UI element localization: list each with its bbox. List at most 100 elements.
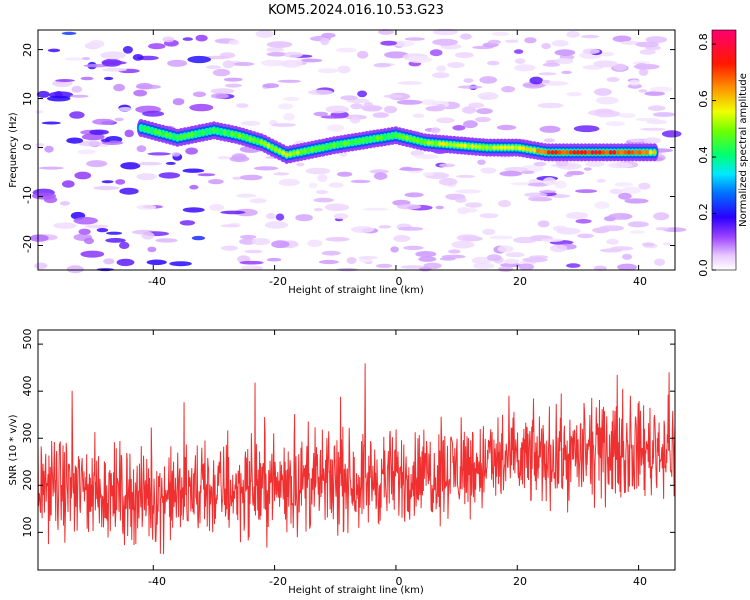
noise-blob [561, 70, 572, 75]
ridge-segment [445, 141, 449, 147]
bottom-ytick-label: 500 [21, 329, 34, 350]
noise-blob [608, 213, 633, 220]
noise-blob [543, 138, 555, 143]
noise-blob [317, 174, 328, 183]
noise-blob [236, 193, 256, 198]
noise-blob [439, 163, 455, 168]
noise-blob [412, 113, 425, 118]
top-ytick-label: 10 [21, 92, 34, 106]
ridge-segment [419, 139, 424, 144]
noise-blob [83, 237, 95, 245]
noise-blob [346, 257, 357, 264]
ridge-segment [641, 150, 646, 155]
noise-blob [487, 39, 501, 45]
noise-blob [266, 212, 276, 220]
ridge-segment [281, 150, 285, 156]
noise-blob [500, 262, 522, 268]
ridge-segment [252, 137, 256, 143]
noise-blob [327, 124, 345, 132]
noise-blob [504, 258, 520, 265]
noise-blob [496, 124, 517, 131]
noise-blob [418, 267, 432, 272]
ridge-segment [172, 134, 176, 140]
ridge-segment [324, 144, 329, 150]
ridge-segment [364, 137, 369, 143]
noise-blob [539, 125, 561, 133]
noise-blob [594, 201, 610, 209]
ridge-segment [601, 150, 606, 155]
ridge-segment [306, 148, 311, 153]
noise-blob [583, 167, 592, 171]
ridge-segment [568, 150, 573, 155]
noise-blob [378, 225, 392, 229]
noise-blob [541, 79, 551, 84]
ridge-segment [423, 140, 427, 145]
top-xlabel: Height of straight line (km) [288, 285, 424, 296]
noise-blob [499, 170, 523, 177]
ridge-segment [182, 133, 187, 139]
noise-blob [38, 166, 64, 170]
bottom-xtick-label: 0 [396, 575, 403, 588]
noise-blob [295, 214, 313, 222]
ridge-segment [368, 137, 373, 142]
noise-blob [564, 173, 573, 177]
top-ytick-label: -10 [21, 186, 34, 204]
ridge-segment [139, 125, 144, 131]
noise-blob [102, 67, 127, 72]
top-ytick-label: 20 [21, 43, 34, 57]
noise-blob [622, 253, 632, 260]
noise-blob [73, 216, 98, 225]
ridge-segment [270, 145, 275, 151]
bottom-ylabel: SNR (10 * v/v) [8, 414, 19, 485]
ridge-segment [190, 132, 195, 138]
top-ytick-label: 0 [21, 144, 34, 151]
ridge-segment [546, 150, 551, 155]
ridge-segment [608, 150, 613, 155]
ridge-segment [434, 141, 438, 146]
noise-blob [383, 105, 398, 114]
noise-blob [414, 154, 439, 160]
ridge-segment [197, 130, 202, 136]
noise-blob [93, 185, 120, 191]
noise-blob [43, 196, 58, 204]
ridge-segment [452, 142, 457, 148]
ridge-segment [150, 128, 155, 134]
ridge-segment [448, 142, 453, 148]
noise-blob [642, 242, 655, 247]
ridge-segment [146, 127, 151, 133]
noise-blob [171, 152, 181, 157]
noise-blob [397, 81, 422, 85]
ridge-segment [226, 130, 231, 136]
noise-blob [555, 57, 574, 65]
noise-blob [70, 94, 89, 98]
noise-blob [318, 68, 338, 74]
ridge-segment [204, 129, 209, 135]
noise-blob [375, 263, 393, 268]
noise-blob [465, 202, 483, 208]
noise-blob [653, 212, 670, 221]
noise-blob [228, 39, 240, 46]
noise-blob [78, 140, 103, 147]
noise-blob [390, 40, 415, 47]
ridge-segment [390, 133, 395, 139]
noise-blob [337, 171, 353, 177]
noise-blob [325, 105, 350, 114]
ridge-segment [277, 148, 282, 154]
ridge-segment [255, 138, 260, 144]
noise-blob [404, 37, 425, 41]
noise-blob [116, 258, 135, 267]
noise-blob [251, 238, 271, 246]
noise-blob [498, 200, 511, 208]
noise-blob [524, 192, 548, 198]
noise-blob [541, 43, 551, 50]
colorbar-tick-label: 0.6 [697, 90, 710, 108]
noise-blob [596, 179, 606, 183]
ridge-segment [594, 150, 598, 155]
noise-blob [556, 227, 581, 235]
noise-blob [489, 235, 513, 240]
noise-blob [423, 262, 442, 269]
noise-blob [141, 231, 155, 240]
noise-blob [598, 225, 625, 232]
ridge-segment [455, 142, 460, 148]
noise-blob [103, 76, 114, 81]
